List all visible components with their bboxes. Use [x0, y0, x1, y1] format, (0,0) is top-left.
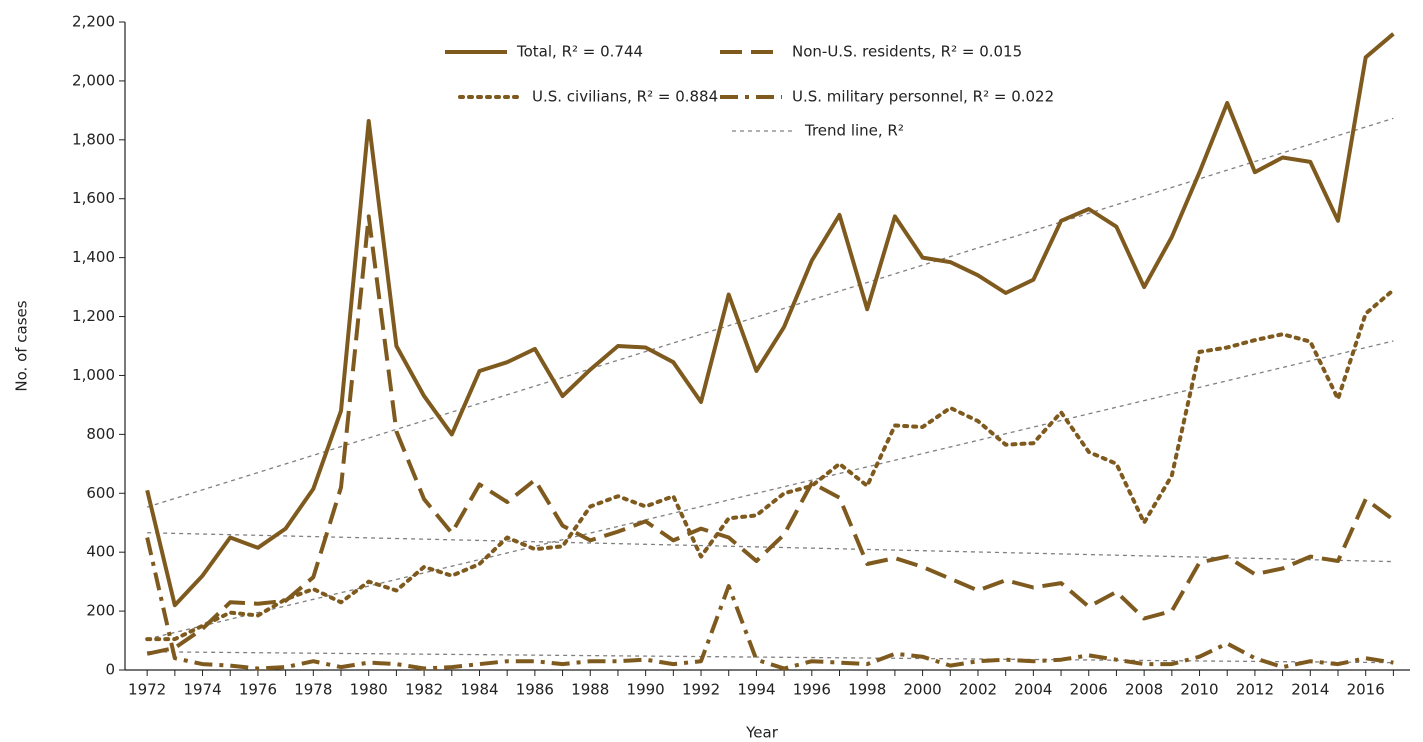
legend-label: Non-U.S. residents, R² = 0.015 — [792, 43, 1022, 61]
x-tick-label: 1990 — [627, 681, 665, 699]
x-tick-label: 1972 — [128, 681, 166, 699]
x-tick-label: 1996 — [793, 681, 831, 699]
x-tick-label: 1988 — [571, 681, 609, 699]
x-tick-label: 1998 — [848, 681, 886, 699]
x-tick-label: 1986 — [516, 681, 554, 699]
x-tick-label: 2000 — [903, 681, 941, 699]
y-tick-label: 1,600 — [72, 189, 115, 207]
series-line — [145, 537, 1394, 671]
legend-label: Total, R² = 0.744 — [516, 43, 643, 61]
x-tick-label: 2002 — [959, 681, 997, 699]
x-tick-label: 2012 — [1236, 681, 1274, 699]
x-tick-label: 1994 — [737, 681, 775, 699]
x-tick-label: 2010 — [1180, 681, 1218, 699]
series-line — [145, 32, 1395, 608]
x-tick-label: 1974 — [183, 681, 221, 699]
x-tick-label: 2014 — [1291, 681, 1329, 699]
legend-label: Trend line, R² — [804, 122, 904, 140]
y-tick-label: 1,200 — [72, 307, 115, 325]
x-tick-label: 1980 — [350, 681, 388, 699]
legend-label: U.S. civilians, R² = 0.884 — [532, 88, 718, 106]
legend-label: U.S. military personnel, R² = 0.022 — [792, 88, 1054, 106]
y-tick-label: 400 — [86, 543, 115, 561]
y-tick-label: 1,400 — [72, 248, 115, 266]
y-tick-label: 0 — [105, 661, 115, 679]
y-tick-label: 2,200 — [72, 13, 115, 31]
y-tick-label: 600 — [86, 484, 115, 502]
x-tick-label: 1976 — [239, 681, 277, 699]
x-axis-label: Year — [745, 724, 779, 742]
y-axis-label: No. of cases — [13, 300, 31, 391]
x-tick-label: 2008 — [1125, 681, 1163, 699]
y-tick-label: 800 — [86, 425, 115, 443]
y-tick-label: 200 — [86, 602, 115, 620]
series-line — [146, 214, 1395, 656]
y-tick-label: 1,800 — [72, 130, 115, 148]
x-tick-label: 2006 — [1070, 681, 1108, 699]
trend-line — [147, 340, 1394, 640]
x-tick-label: 2016 — [1347, 681, 1385, 699]
x-tick-label: 1978 — [294, 681, 332, 699]
y-tick-label: 2,000 — [72, 71, 115, 89]
x-tick-label: 2004 — [1014, 681, 1052, 699]
series-line — [145, 288, 1396, 642]
x-tick-label: 1984 — [460, 681, 498, 699]
trend-line — [146, 117, 1394, 508]
x-tick-label: 1992 — [682, 681, 720, 699]
x-tick-label: 1982 — [405, 681, 443, 699]
y-tick-label: 1,000 — [72, 366, 115, 384]
